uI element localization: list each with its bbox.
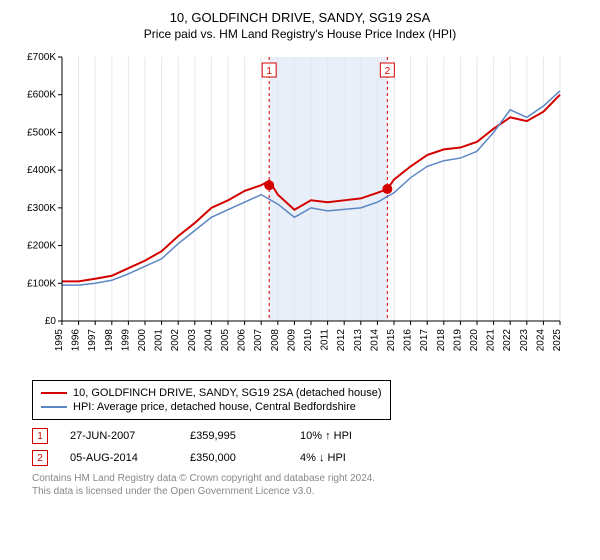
svg-text:£0: £0 xyxy=(45,316,57,327)
svg-text:2008: 2008 xyxy=(270,329,281,352)
transaction-date: 05-AUG-2014 xyxy=(70,452,190,464)
legend-label: HPI: Average price, detached house, Cent… xyxy=(73,401,356,413)
legend-label: 10, GOLDFINCH DRIVE, SANDY, SG19 2SA (de… xyxy=(73,387,382,399)
svg-text:2016: 2016 xyxy=(403,329,414,352)
transaction-pct: 4% ↓ HPI xyxy=(300,452,420,464)
svg-text:£500K: £500K xyxy=(27,127,56,138)
svg-text:2011: 2011 xyxy=(320,329,331,351)
svg-text:£300K: £300K xyxy=(27,203,56,214)
svg-text:2004: 2004 xyxy=(203,329,214,352)
footer: Contains HM Land Registry data © Crown c… xyxy=(32,472,590,498)
svg-text:1997: 1997 xyxy=(87,329,98,352)
svg-text:£400K: £400K xyxy=(27,165,56,176)
svg-text:1: 1 xyxy=(266,66,272,77)
svg-text:2: 2 xyxy=(385,66,391,77)
svg-text:1996: 1996 xyxy=(71,329,82,352)
footer-line: Contains HM Land Registry data © Crown c… xyxy=(32,472,590,485)
svg-text:2017: 2017 xyxy=(419,329,430,352)
transaction-price: £350,000 xyxy=(190,452,300,464)
svg-text:2024: 2024 xyxy=(535,329,546,352)
svg-text:2023: 2023 xyxy=(519,329,530,352)
svg-text:1999: 1999 xyxy=(120,329,131,352)
svg-text:2005: 2005 xyxy=(220,329,231,352)
transaction-marker: 1 xyxy=(32,428,48,444)
transaction-marker: 2 xyxy=(32,450,48,466)
transaction-date: 27-JUN-2007 xyxy=(70,430,190,442)
svg-text:2021: 2021 xyxy=(486,329,497,352)
svg-text:2025: 2025 xyxy=(552,329,563,352)
transaction-row: 1 27-JUN-2007 £359,995 10% ↑ HPI xyxy=(32,428,590,444)
svg-text:2000: 2000 xyxy=(137,329,148,352)
svg-text:£600K: £600K xyxy=(27,90,56,101)
svg-text:2009: 2009 xyxy=(286,329,297,352)
svg-text:2012: 2012 xyxy=(336,329,347,352)
svg-text:1995: 1995 xyxy=(54,329,65,352)
legend-swatch xyxy=(41,392,67,394)
svg-text:2018: 2018 xyxy=(436,329,447,352)
transaction-price: £359,995 xyxy=(190,430,300,442)
svg-text:£100K: £100K xyxy=(27,278,56,289)
page-subtitle: Price paid vs. HM Land Registry's House … xyxy=(10,27,590,41)
transaction-row: 2 05-AUG-2014 £350,000 4% ↓ HPI xyxy=(32,450,590,466)
legend-item: 10, GOLDFINCH DRIVE, SANDY, SG19 2SA (de… xyxy=(41,387,382,399)
svg-text:2013: 2013 xyxy=(353,329,364,352)
transaction-pct: 10% ↑ HPI xyxy=(300,430,420,442)
svg-text:2006: 2006 xyxy=(237,329,248,352)
svg-text:2020: 2020 xyxy=(469,329,480,352)
svg-text:2007: 2007 xyxy=(253,329,264,352)
svg-text:1998: 1998 xyxy=(104,329,115,352)
svg-text:£200K: £200K xyxy=(27,241,56,252)
svg-text:2003: 2003 xyxy=(187,329,198,352)
transaction-list: 1 27-JUN-2007 £359,995 10% ↑ HPI 2 05-AU… xyxy=(32,428,590,466)
page-title: 10, GOLDFINCH DRIVE, SANDY, SG19 2SA xyxy=(10,10,590,25)
legend: 10, GOLDFINCH DRIVE, SANDY, SG19 2SA (de… xyxy=(32,380,391,420)
svg-text:2019: 2019 xyxy=(452,329,463,352)
svg-text:2001: 2001 xyxy=(154,329,165,352)
footer-line: This data is licensed under the Open Gov… xyxy=(32,485,590,498)
svg-text:£700K: £700K xyxy=(27,52,56,63)
svg-text:2015: 2015 xyxy=(386,329,397,352)
svg-text:2002: 2002 xyxy=(170,329,181,352)
svg-text:2010: 2010 xyxy=(303,329,314,352)
svg-text:2014: 2014 xyxy=(369,329,380,352)
price-chart: 1 2 £0 £100K £200K £300K £400K £500K £600K £700K 1… xyxy=(10,49,570,369)
legend-swatch xyxy=(41,406,67,408)
svg-text:2022: 2022 xyxy=(502,329,513,352)
legend-item: HPI: Average price, detached house, Cent… xyxy=(41,401,382,413)
